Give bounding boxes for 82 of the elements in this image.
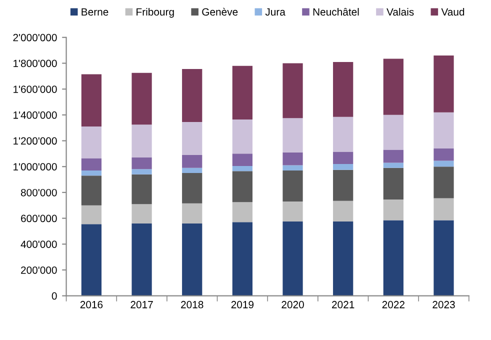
legend-label: Genève: [202, 8, 238, 16]
bar: [282, 63, 303, 118]
bar: [434, 112, 454, 149]
bar: [333, 222, 354, 296]
bar: [81, 170, 102, 176]
bar: [333, 170, 354, 201]
bar: [383, 200, 404, 220]
bar: [132, 223, 152, 296]
x-tick-label: 2018: [181, 300, 204, 308]
bar: [383, 168, 404, 200]
bar: [383, 58, 404, 115]
bar: [232, 154, 252, 166]
bar: [81, 205, 102, 224]
x-tick-label: 2016: [80, 300, 103, 308]
bar: [182, 122, 202, 155]
bar: [182, 223, 202, 296]
bar: [333, 200, 354, 222]
bar: [232, 171, 252, 202]
bar: [383, 162, 404, 168]
x-tick-label: 2017: [130, 300, 153, 308]
bar: [434, 148, 454, 161]
bar: [81, 126, 102, 158]
y-tick-label: 400'000: [20, 240, 57, 248]
y-tick-label: 2'000'000: [13, 34, 57, 42]
bar: [182, 168, 202, 174]
x-tick-label: 2022: [382, 300, 404, 308]
bar: [282, 118, 303, 152]
bar: [132, 124, 152, 158]
bar: [333, 152, 354, 164]
bar: [434, 55, 454, 112]
legend-label: Valais: [386, 8, 414, 16]
bar: [282, 201, 303, 222]
bar: [282, 170, 303, 202]
x-tick-label: 2023: [432, 300, 455, 308]
bar: [333, 116, 354, 152]
bar: [132, 72, 152, 125]
y-tick-label: 1'200'000: [14, 137, 57, 145]
bar: [132, 204, 152, 224]
bar: [81, 74, 102, 127]
bar: [182, 69, 202, 122]
bar: [132, 158, 152, 170]
y-tick-label: 1'600'000: [14, 86, 57, 93]
bar: [182, 173, 202, 204]
bar: [81, 158, 102, 170]
bar: [232, 119, 252, 154]
legend-label: Jura: [265, 8, 286, 16]
bar: [434, 166, 454, 198]
bar: [434, 198, 454, 220]
x-tick-label: 2019: [231, 300, 254, 308]
bar: [282, 222, 303, 296]
bar: [434, 160, 454, 167]
bar: [383, 114, 404, 150]
bar: [333, 164, 354, 170]
y-tick-label: 600'000: [21, 214, 57, 222]
bar: [232, 166, 252, 172]
y-tick-label: 1'800'000: [14, 60, 57, 68]
x-tick-label: 2021: [332, 300, 354, 308]
legend-label: Vaud: [441, 8, 464, 16]
x-tick-label: 2020: [282, 300, 304, 308]
legend-label: Neuchâtel: [313, 8, 359, 16]
bar: [182, 154, 202, 168]
bar: [232, 222, 252, 296]
legend-label: Fribourg: [136, 8, 174, 18]
legend-label: Berne: [82, 8, 108, 16]
bar: [232, 202, 252, 222]
bar: [132, 174, 152, 204]
bar: [282, 165, 303, 170]
y-tick-label: 1'400'000: [14, 111, 57, 119]
bar: [333, 62, 354, 117]
bar: [81, 176, 102, 206]
bar: [132, 169, 152, 174]
bar: [383, 150, 404, 163]
y-tick-label: 200'000: [21, 266, 57, 274]
bar: [182, 203, 202, 224]
y-tick-label: 800'000: [20, 188, 57, 196]
bar: [383, 220, 404, 296]
y-tick-label: 0: [52, 292, 57, 300]
y-tick-label: 1'000'000: [14, 163, 57, 170]
bar: [282, 152, 303, 166]
bar: [232, 66, 252, 120]
bar: [81, 224, 102, 296]
bar: [434, 220, 454, 296]
